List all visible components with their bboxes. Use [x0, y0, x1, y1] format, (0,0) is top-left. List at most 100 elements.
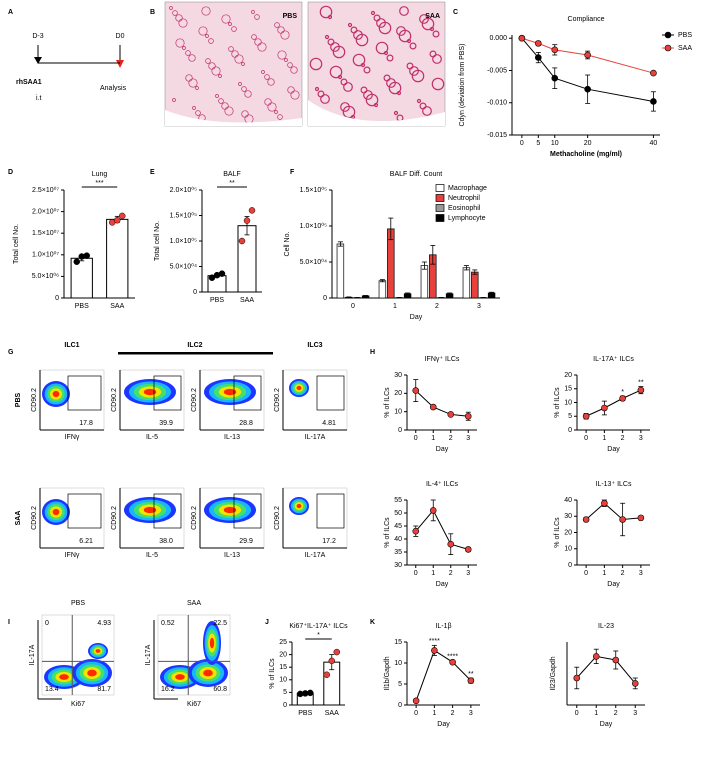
- tissue-structure: [350, 114, 356, 120]
- y-tick-label: 10: [394, 660, 402, 667]
- panel-letter: C: [453, 9, 458, 16]
- gate: [153, 375, 182, 411]
- marker: [601, 404, 608, 412]
- flow-y-label: CD90.2: [111, 388, 118, 412]
- y-tick-label: 35: [394, 549, 402, 556]
- marker: [447, 411, 455, 418]
- marker: [467, 677, 475, 684]
- tissue-structure: [373, 102, 379, 108]
- x-tick-label: SAA: [325, 710, 339, 717]
- marker: [592, 653, 600, 660]
- tissue-structure: [416, 98, 422, 104]
- line: [415, 649, 472, 701]
- chart-title: Lung: [92, 171, 108, 178]
- line: [415, 509, 469, 550]
- data-point: [73, 258, 80, 265]
- tissue-structure: [327, 14, 333, 20]
- y-tick-label: 2.0×10⁰⁷: [32, 207, 59, 215]
- group-bar: [118, 352, 273, 355]
- y-tick-label: 20: [564, 372, 572, 379]
- marker: [601, 499, 608, 507]
- line: [576, 655, 636, 684]
- tissue-structure: [337, 74, 343, 80]
- y-axis-label: Total cell No.: [154, 221, 161, 261]
- significance: **: [468, 671, 474, 678]
- tissue-structure: [215, 94, 219, 98]
- flow-y-label: CD90.2: [111, 506, 118, 530]
- tissue-structure: [329, 65, 343, 79]
- gate-value: 6.21: [79, 538, 93, 545]
- tissue-structure: [182, 46, 186, 50]
- tissue-structure: [188, 54, 196, 62]
- error-bar: [337, 241, 343, 247]
- gate-value: 38.0: [159, 538, 173, 545]
- y-tick-label: 2.0×10⁰⁵: [170, 186, 197, 194]
- x-tick-label: 1: [602, 435, 606, 442]
- x-tick-label: 10: [551, 140, 559, 147]
- gate-value: 4.81: [322, 420, 336, 427]
- chart-title: IL-1β: [435, 623, 451, 630]
- marker: [584, 85, 591, 93]
- data-point: [243, 217, 251, 224]
- legend-label: Lymphocyte: [448, 215, 486, 222]
- y-tick-label: 20: [394, 390, 402, 397]
- flow-x-label: IFNγ: [65, 552, 80, 559]
- error-bar: [363, 295, 369, 297]
- x-tick-label: 2: [614, 710, 618, 717]
- tissue-structure: [396, 26, 406, 36]
- gate: [316, 375, 345, 411]
- x-tick-label: 3: [639, 435, 643, 442]
- tissue-structure: [188, 78, 198, 88]
- quadrant-value: 4.93: [97, 620, 111, 627]
- timepoint: D0: [116, 33, 125, 40]
- significance: **: [638, 379, 644, 386]
- flow-plot: [282, 369, 348, 431]
- y-tick-label: 1.0×10⁰⁷: [32, 251, 59, 259]
- flow-x-label: IL-17A: [305, 552, 326, 559]
- x-tick-label: 5: [536, 140, 540, 147]
- chart-title: IL-23: [598, 623, 614, 630]
- panel-letter: I: [8, 619, 10, 626]
- legend-swatch: [435, 204, 445, 212]
- route: i.t: [36, 95, 42, 102]
- y-tick-label: 20: [279, 651, 287, 658]
- gate-value: 17.2: [322, 538, 336, 545]
- density-contour: [59, 674, 69, 680]
- significance: *: [621, 389, 624, 396]
- error-bar: [447, 292, 453, 295]
- tissue-edge: [165, 110, 302, 126]
- y-tick-label: 15: [279, 664, 287, 671]
- x-tick-label: 2: [449, 570, 453, 577]
- flow-y-label: IL-17A: [145, 644, 152, 665]
- tissue-structure: [375, 41, 389, 55]
- bar: [420, 265, 429, 299]
- arrow-head: [34, 57, 42, 64]
- error-bar: [489, 291, 495, 295]
- error-bar: [430, 245, 436, 265]
- tissue-structure: [201, 6, 211, 16]
- density-contour: [296, 385, 302, 391]
- tissue-structure: [363, 90, 373, 100]
- tissue-structure: [241, 86, 247, 92]
- data-point: [83, 252, 90, 259]
- y-tick-label: 1.5×10⁰⁵: [300, 186, 327, 194]
- y-tick-label: 1.5×10⁰⁷: [32, 229, 59, 237]
- tissue-structure: [360, 62, 366, 68]
- histology-image: [164, 1, 303, 127]
- x-axis-label: Day: [437, 721, 450, 728]
- marker: [449, 658, 456, 666]
- line: [585, 389, 642, 417]
- y-tick-label: 0: [55, 295, 59, 302]
- x-tick-label: 2: [435, 303, 439, 310]
- flow-x-label: IL-5: [146, 552, 158, 559]
- flow-y-label: CD90.2: [191, 506, 198, 530]
- tissue-structure: [205, 34, 209, 38]
- marker: [464, 546, 472, 553]
- density-contour: [143, 506, 157, 514]
- tissue-structure: [205, 58, 211, 64]
- tissue-structure: [192, 106, 196, 110]
- marker: [412, 527, 420, 535]
- bar: [462, 267, 471, 299]
- x-tick-label: 1: [431, 435, 435, 442]
- tissue-structure: [175, 38, 185, 48]
